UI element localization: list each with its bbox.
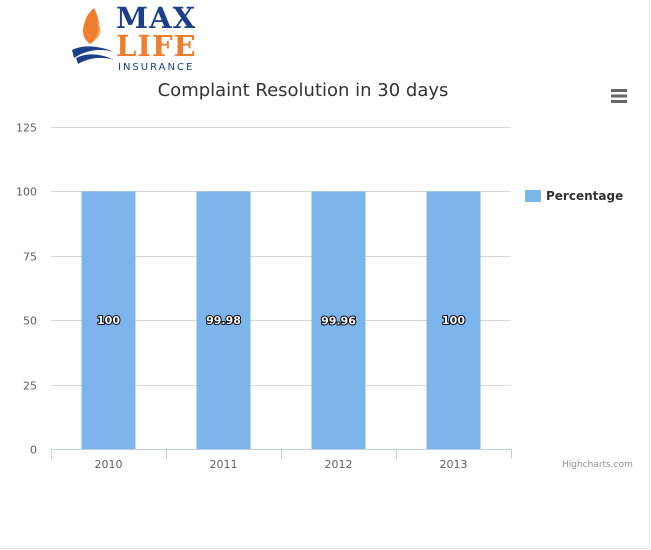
logo-text-max: MAX: [116, 1, 197, 35]
bar-2011[interactable]: [196, 191, 251, 449]
legend-swatch: [525, 190, 541, 202]
legend-item-percentage[interactable]: Percentage: [525, 189, 623, 203]
y-tick-label: 50: [23, 315, 37, 328]
data-label-2012: 99.96: [321, 314, 356, 327]
bar-2012[interactable]: [311, 191, 366, 449]
y-tick-label: 100: [16, 186, 37, 199]
logo-text-life: LIFE: [116, 29, 197, 63]
max-life-logo: MAX LIFE INSURANCE: [70, 4, 200, 74]
logo-text-insurance: INSURANCE: [118, 62, 195, 73]
bars: [81, 191, 481, 449]
bar-2013[interactable]: [426, 191, 481, 449]
x-tick-label: 2010: [95, 458, 123, 471]
data-labels: 100 99.98 99.96 100: [96, 313, 466, 328]
chart-menu-button[interactable]: [606, 86, 630, 106]
flame-icon: [72, 8, 114, 64]
y-tick-label: 0: [30, 444, 37, 457]
x-axis: 2010 2011 2012 2013: [51, 449, 512, 471]
y-tick-label: 125: [16, 122, 37, 135]
data-label-2013: 100: [442, 314, 465, 327]
x-tick-label: 2013: [440, 458, 468, 471]
y-tick-label: 75: [23, 251, 37, 264]
y-axis-tick-labels: 0 25 50 75 100 125: [16, 122, 37, 457]
data-label-2010: 100: [97, 314, 120, 327]
hamburger-menu-icon: [611, 89, 627, 103]
highcharts-credits-link[interactable]: Highcharts.com: [562, 460, 633, 470]
y-tick-label: 25: [23, 380, 37, 393]
bar-2010[interactable]: [81, 191, 136, 449]
x-tick-label: 2012: [325, 458, 353, 471]
data-label-2011: 99.98: [206, 314, 241, 327]
x-tick-label: 2011: [210, 458, 238, 471]
chart-title: Complaint Resolution in 30 days: [157, 80, 449, 101]
legend-label: Percentage: [546, 189, 624, 203]
